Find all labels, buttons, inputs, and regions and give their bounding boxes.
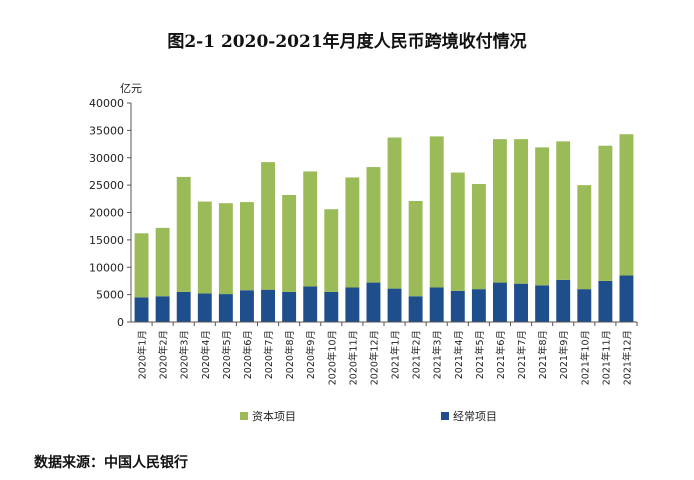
bar-current-account	[134, 297, 149, 322]
bar-capital-account	[450, 172, 465, 291]
bar-current-account	[324, 291, 339, 322]
bar-current-account	[408, 296, 423, 322]
y-tick-label: 10000	[89, 261, 124, 274]
x-tick-label: 2020年2月	[158, 330, 170, 379]
x-axis-ticks: 2020年1月 2020年2月 2020年3月 2020年4月 2020年5月 2020年…	[137, 322, 638, 385]
bar-capital-account	[408, 201, 423, 297]
x-tick-label: 2021年9月	[558, 330, 570, 379]
x-tick-label: 2021年12月	[621, 330, 633, 385]
bar-capital-account	[598, 145, 613, 281]
x-tick-label: 2021年7月	[516, 330, 528, 379]
x-tick-label: 2020年9月	[305, 330, 317, 379]
bar-capital-account	[514, 139, 528, 284]
x-tick-label: 2020年7月	[263, 330, 275, 379]
bar-capital-account	[282, 194, 297, 292]
bar-current-account	[282, 291, 297, 322]
legend: 资本项目 经常项目	[240, 409, 497, 423]
x-tick-label: 2020年4月	[200, 330, 212, 379]
source-note: 数据来源：中国人民银行	[34, 454, 188, 471]
bar-current-account	[240, 290, 254, 322]
bar-current-account	[218, 294, 233, 322]
bar-current-account	[535, 285, 550, 322]
bar-current-account	[450, 290, 465, 322]
bar-current-account	[176, 291, 191, 322]
y-axis-ticks: 0 5000 10000 15000 20000 25000 30000 35000 40000	[89, 97, 131, 329]
bar-current-account	[197, 293, 212, 322]
x-tick-label: 2020年12月	[368, 330, 380, 385]
legend-label-current: 经常项目	[453, 410, 497, 423]
x-tick-label: 2020年5月	[221, 330, 233, 379]
x-tick-label: 2020年1月	[137, 330, 149, 379]
bar-capital-account	[387, 137, 402, 289]
bar-capital-account	[218, 203, 233, 295]
chart-title: 图2-1 2020-2021年月度人民币跨境收付情况	[167, 31, 526, 52]
bar-capital-account	[240, 202, 254, 291]
bar-current-account	[598, 280, 613, 322]
y-tick-label: 0	[117, 316, 124, 329]
bar-capital-account	[493, 139, 507, 283]
legend-swatch-capital	[240, 412, 248, 420]
bar-current-account	[303, 286, 318, 322]
x-tick-label: 2020年11月	[347, 330, 359, 385]
bar-current-account	[429, 287, 444, 322]
legend-label-capital: 资本项目	[252, 409, 296, 423]
bar-current-account	[366, 282, 381, 322]
x-tick-label: 2020年6月	[242, 330, 254, 379]
bar-current-account	[514, 283, 528, 322]
y-axis-unit-label: 亿元	[120, 82, 142, 95]
y-tick-label: 35000	[89, 124, 124, 137]
bars-group	[134, 134, 634, 322]
bar-current-account	[577, 289, 592, 322]
bar-capital-account	[261, 162, 275, 290]
bar-current-account	[619, 275, 634, 322]
bar-capital-account	[134, 233, 149, 298]
bar-current-account	[261, 289, 275, 322]
bar-current-account	[556, 279, 571, 322]
x-tick-label: 2021年10月	[579, 330, 591, 385]
bar-capital-account	[324, 209, 339, 292]
y-tick-label: 20000	[89, 207, 124, 220]
bar-capital-account	[471, 184, 486, 290]
bar-capital-account	[366, 167, 381, 283]
x-tick-label: 2021年5月	[474, 330, 486, 379]
legend-swatch-current	[441, 412, 449, 420]
bar-capital-account	[535, 147, 550, 286]
x-tick-label: 2020年8月	[284, 330, 296, 379]
bar-capital-account	[345, 177, 360, 288]
bar-capital-account	[619, 134, 634, 276]
x-tick-label: 2021年6月	[495, 330, 507, 379]
x-tick-label: 2021年4月	[453, 330, 465, 379]
bar-capital-account	[303, 171, 318, 287]
y-tick-label: 15000	[89, 234, 124, 247]
y-tick-label: 30000	[89, 152, 124, 165]
bar-capital-account	[429, 136, 444, 288]
y-tick-label: 5000	[96, 289, 124, 302]
x-tick-label: 2020年3月	[179, 330, 191, 379]
bar-current-account	[155, 296, 170, 322]
x-tick-label: 2021年3月	[432, 330, 444, 379]
bar-capital-account	[556, 141, 571, 280]
bar-capital-account	[155, 227, 170, 297]
bar-current-account	[345, 287, 360, 322]
bar-capital-account	[197, 201, 212, 294]
y-tick-label: 25000	[89, 179, 124, 192]
x-tick-label: 2021年8月	[537, 330, 549, 379]
bar-capital-account	[577, 185, 592, 290]
x-tick-label: 2020年10月	[326, 330, 338, 385]
y-tick-label: 40000	[89, 97, 124, 110]
bar-capital-account	[176, 176, 191, 292]
bar-current-account	[471, 289, 486, 322]
x-tick-label: 2021年2月	[411, 330, 423, 379]
bar-current-account	[387, 288, 402, 322]
bar-current-account	[493, 282, 507, 322]
x-tick-label: 2021年11月	[600, 330, 612, 385]
x-tick-label: 2021年1月	[390, 330, 402, 379]
